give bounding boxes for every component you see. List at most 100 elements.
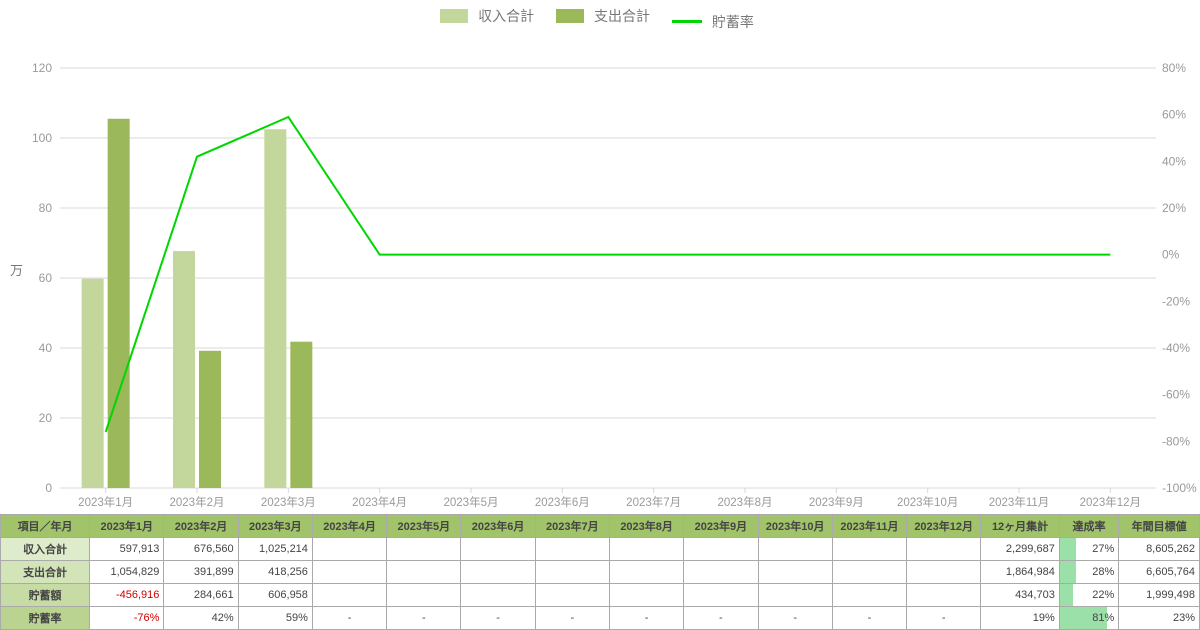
svg-text:80: 80 — [39, 201, 53, 215]
table-cell — [907, 561, 981, 584]
table-header: 2023年2月 — [164, 515, 238, 538]
svg-text:2023年4月: 2023年4月 — [352, 495, 407, 509]
table-cell — [609, 538, 683, 561]
svg-text:-100%: -100% — [1162, 481, 1197, 495]
table-header: 2023年8月 — [609, 515, 683, 538]
table-cell — [684, 538, 758, 561]
table-header: 年間目標値 — [1119, 515, 1200, 538]
svg-text:2023年9月: 2023年9月 — [809, 495, 864, 509]
svg-text:2023年10月: 2023年10月 — [897, 495, 958, 509]
svg-text:0: 0 — [45, 481, 52, 495]
svg-text:40%: 40% — [1162, 154, 1186, 168]
table-cell: 597,913 — [90, 538, 164, 561]
table-header: 2023年6月 — [461, 515, 535, 538]
svg-text:2023年5月: 2023年5月 — [444, 495, 499, 509]
legend-label-0: 収入合計 — [478, 6, 534, 26]
table-cell: - — [684, 607, 758, 630]
table-cell — [461, 584, 535, 607]
table-cell — [387, 538, 461, 561]
table-cell: 1,025,214 — [238, 538, 312, 561]
table-total: 19% — [981, 607, 1060, 630]
table-achievement: 28% — [1059, 561, 1118, 584]
table-achievement: 22% — [1059, 584, 1118, 607]
table-cell — [832, 561, 906, 584]
summary-table: 項目／年月2023年1月2023年2月2023年3月2023年4月2023年5月… — [0, 514, 1200, 630]
table-cell: 284,661 — [164, 584, 238, 607]
table-cell — [461, 538, 535, 561]
table-achievement: 81% — [1059, 607, 1118, 630]
combo-chart: 020406080100120-100%-80%-60%-40%-20%0%20… — [0, 28, 1200, 518]
table-header: 2023年11月 — [832, 515, 906, 538]
svg-text:80%: 80% — [1162, 61, 1186, 75]
table-cell — [758, 584, 832, 607]
table-cell: - — [535, 607, 609, 630]
svg-text:2023年2月: 2023年2月 — [170, 495, 225, 509]
svg-text:2023年12月: 2023年12月 — [1080, 495, 1141, 509]
svg-text:0%: 0% — [1162, 248, 1180, 262]
svg-text:2023年6月: 2023年6月 — [535, 495, 590, 509]
table-total: 1,864,984 — [981, 561, 1060, 584]
table-cell — [387, 561, 461, 584]
bar-expense — [108, 119, 130, 488]
svg-text:-40%: -40% — [1162, 341, 1190, 355]
table-header: 2023年7月 — [535, 515, 609, 538]
table-cell — [312, 538, 386, 561]
table-cell — [535, 584, 609, 607]
svg-text:2023年11月: 2023年11月 — [989, 495, 1050, 509]
table-cell — [387, 584, 461, 607]
table-cell — [758, 538, 832, 561]
table-header: 2023年3月 — [238, 515, 312, 538]
svg-text:20%: 20% — [1162, 201, 1186, 215]
table-target: 23% — [1119, 607, 1200, 630]
table-cell: 418,256 — [238, 561, 312, 584]
table-target: 8,605,262 — [1119, 538, 1200, 561]
svg-text:60%: 60% — [1162, 108, 1186, 122]
table-cell: 42% — [164, 607, 238, 630]
table-cell: - — [387, 607, 461, 630]
table-header: 項目／年月 — [1, 515, 90, 538]
table-cell — [758, 561, 832, 584]
bar-income — [82, 279, 104, 488]
table-cell: 59% — [238, 607, 312, 630]
table-achievement: 27% — [1059, 538, 1118, 561]
table-cell — [832, 584, 906, 607]
table-cell: 1,054,829 — [90, 561, 164, 584]
table-total: 2,299,687 — [981, 538, 1060, 561]
table-cell: - — [832, 607, 906, 630]
svg-text:-60%: -60% — [1162, 388, 1190, 402]
table-cell: -456,916 — [90, 584, 164, 607]
table-header: 2023年5月 — [387, 515, 461, 538]
table-cell — [609, 584, 683, 607]
table-cell — [609, 561, 683, 584]
table-header: 達成率 — [1059, 515, 1118, 538]
svg-text:-80%: -80% — [1162, 434, 1190, 448]
svg-text:2023年1月: 2023年1月 — [78, 495, 133, 509]
table-header: 2023年4月 — [312, 515, 386, 538]
table-cell — [535, 561, 609, 584]
table-header: 2023年9月 — [684, 515, 758, 538]
table-cell: 391,899 — [164, 561, 238, 584]
table-header: 2023年12月 — [907, 515, 981, 538]
legend-label-1: 支出合計 — [594, 6, 650, 26]
table-cell — [832, 538, 906, 561]
table-header: 2023年1月 — [90, 515, 164, 538]
svg-text:2023年3月: 2023年3月 — [261, 495, 316, 509]
svg-text:-20%: -20% — [1162, 294, 1190, 308]
line-savings-rate — [106, 117, 1111, 432]
svg-text:120: 120 — [32, 61, 52, 75]
table-cell — [907, 538, 981, 561]
table-header: 12ヶ月集計 — [981, 515, 1060, 538]
table-row-label: 貯蓄率 — [1, 607, 90, 630]
table-cell — [461, 561, 535, 584]
svg-text:2023年7月: 2023年7月 — [626, 495, 681, 509]
table-cell: - — [312, 607, 386, 630]
svg-text:60: 60 — [39, 271, 53, 285]
bar-expense — [199, 351, 221, 488]
table-cell — [312, 584, 386, 607]
table-target: 1,999,498 — [1119, 584, 1200, 607]
table-row-label: 貯蓄額 — [1, 584, 90, 607]
svg-text:40: 40 — [39, 341, 53, 355]
bar-expense — [290, 342, 312, 488]
svg-text:100: 100 — [32, 131, 52, 145]
table-cell — [907, 584, 981, 607]
